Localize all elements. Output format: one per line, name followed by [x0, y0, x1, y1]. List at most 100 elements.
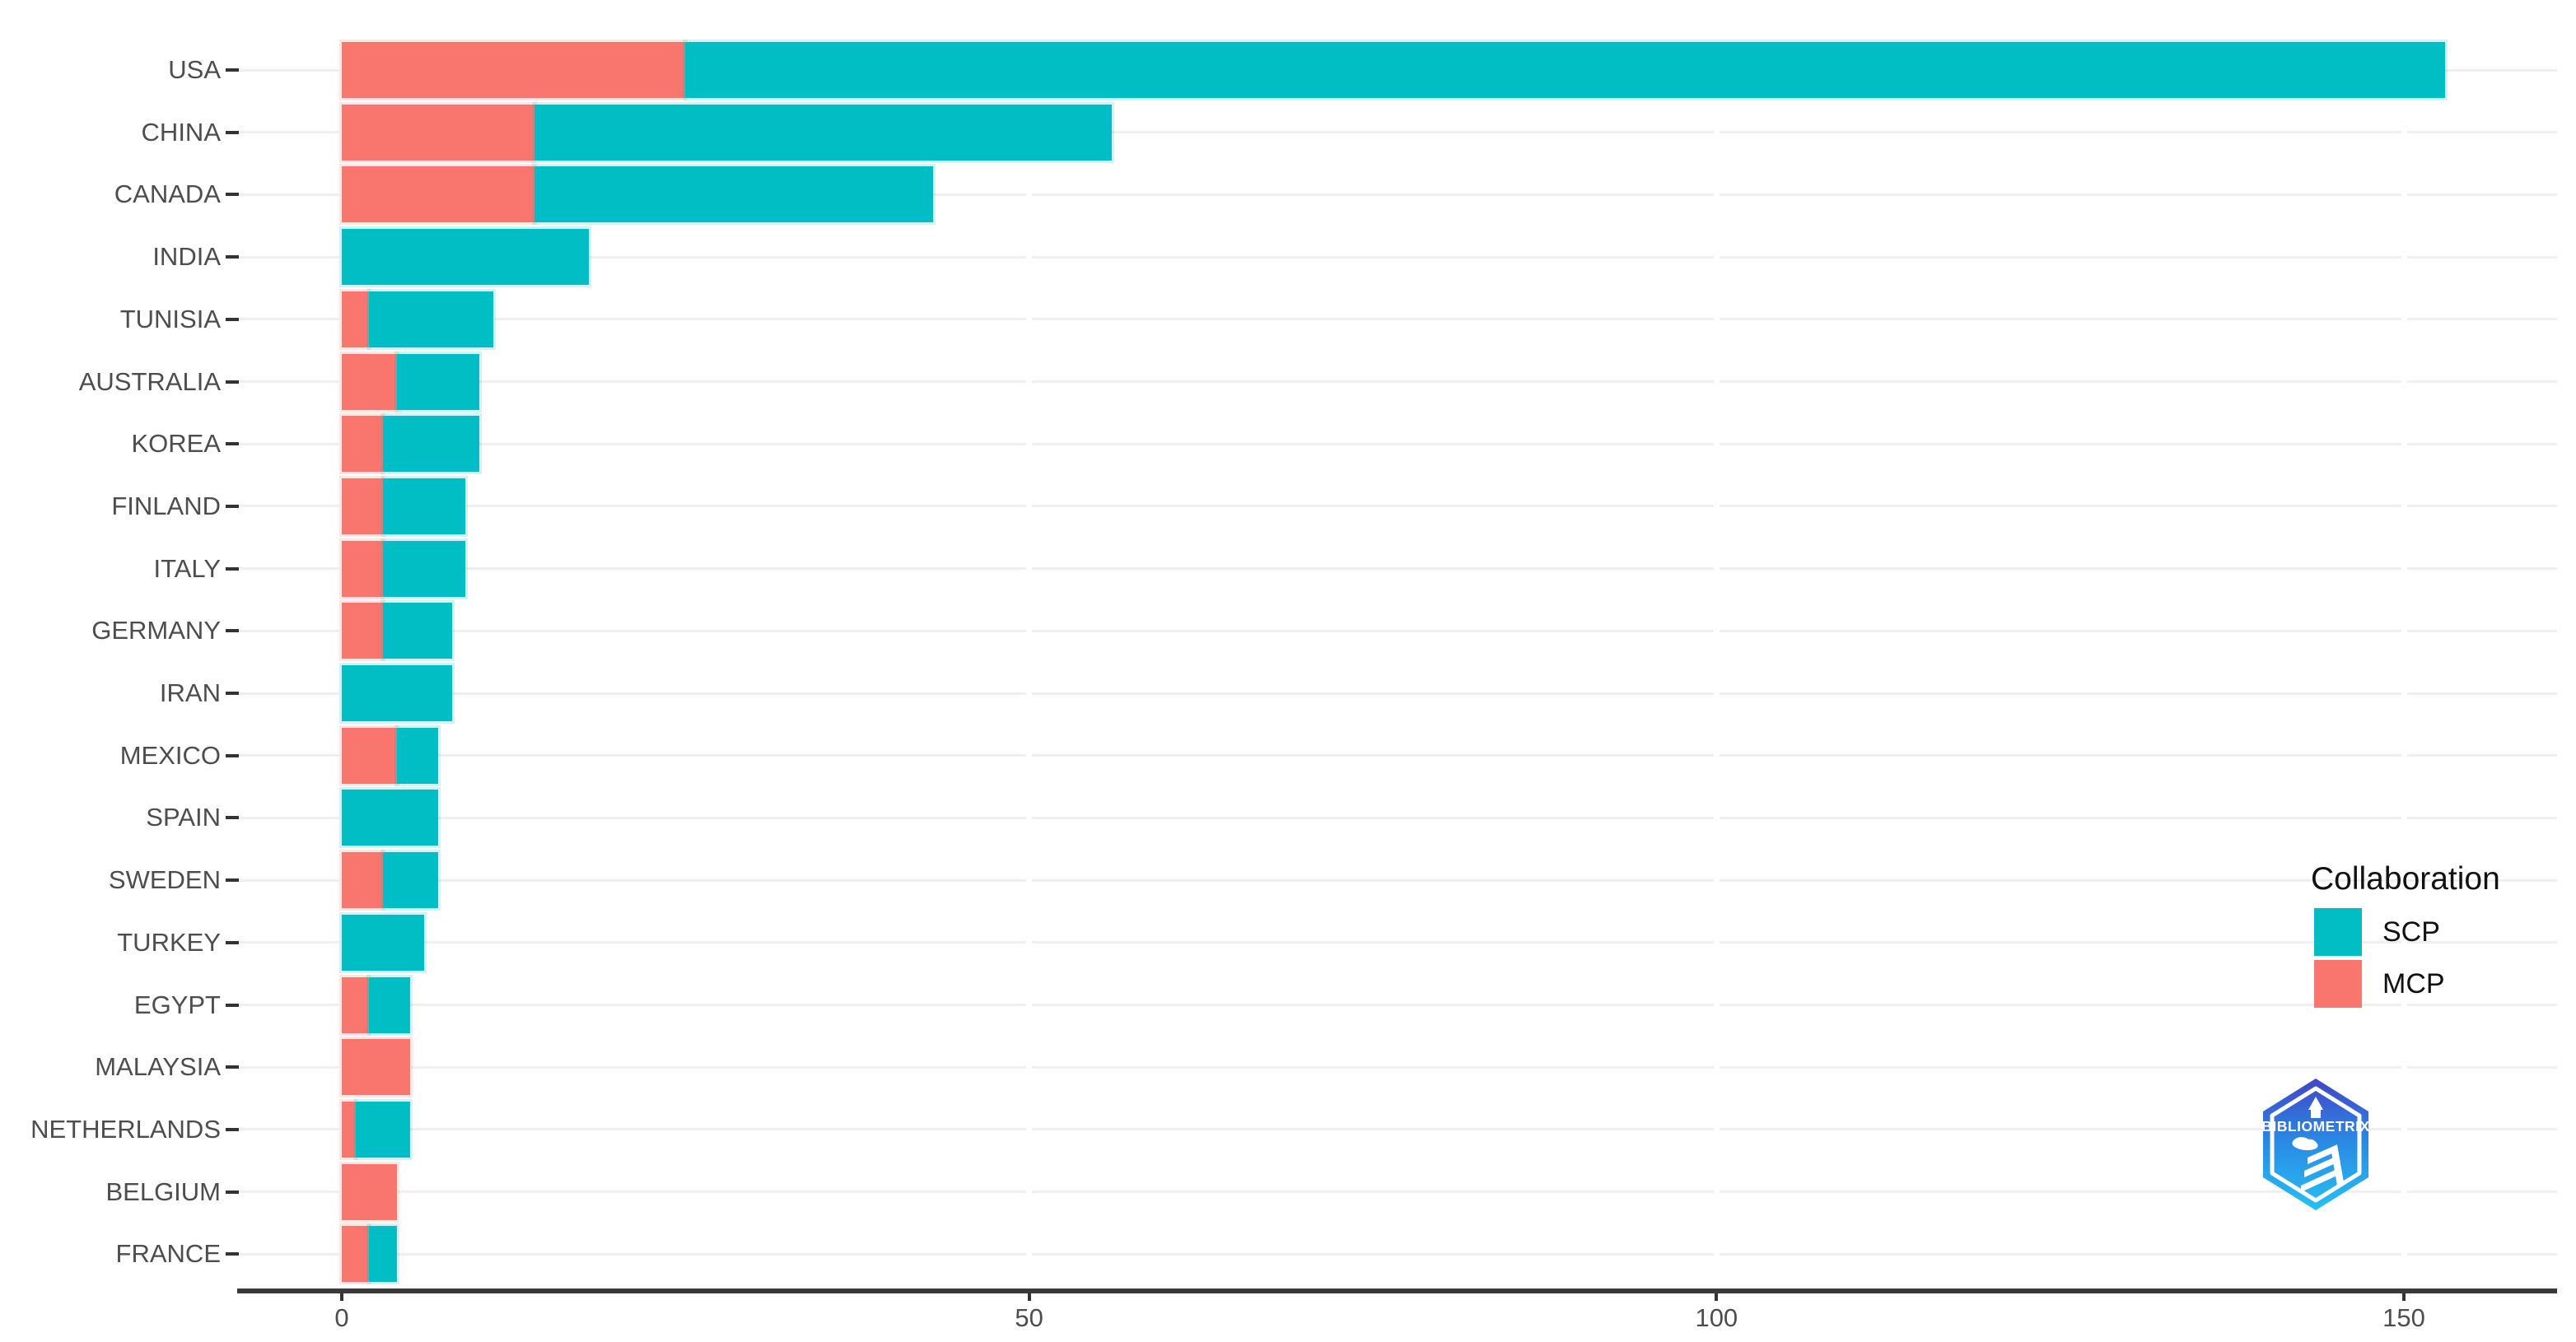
bar-segment-scp-india: [342, 229, 590, 286]
y-axis-label: CANADA: [114, 179, 221, 209]
bar-segment-mcp-sweden: [342, 852, 384, 909]
legend-label-mcp: MCP: [2382, 968, 2445, 1000]
x-axis-tick-label: 50: [1015, 1303, 1043, 1332]
y-axis-tick: [226, 940, 239, 944]
gridline-row: [237, 1128, 2557, 1131]
x-axis-tick: [1715, 1293, 1719, 1301]
gridline-row: [237, 1252, 2557, 1256]
x-axis-tick-label: 100: [1695, 1303, 1738, 1332]
y-axis-tick: [226, 317, 239, 321]
y-axis-label: NETHERLANDS: [30, 1114, 221, 1144]
bar-segment-mcp-netherlands: [342, 1101, 356, 1158]
legend-label-scp: SCP: [2382, 916, 2440, 948]
bar-segment-scp-netherlands: [355, 1101, 411, 1158]
y-axis-label: USA: [168, 55, 221, 84]
y-axis-label: IRAN: [159, 678, 221, 707]
bar-segment-mcp-canada: [342, 166, 534, 223]
gridline-vertical: [1713, 16, 1720, 1288]
gridline-row: [237, 193, 2557, 196]
y-axis-tick: [226, 193, 239, 197]
bar-segment-mcp-italy: [342, 540, 384, 597]
x-axis-tick: [1027, 1293, 1031, 1301]
y-axis-tick: [226, 442, 239, 446]
bar-segment-mcp-egypt: [342, 976, 370, 1033]
gridline-row: [237, 816, 2557, 819]
y-axis-tick: [226, 68, 239, 72]
gridline-row: [237, 1065, 2557, 1069]
y-axis-tick: [226, 1252, 239, 1256]
y-axis-tick: [226, 692, 239, 695]
gridline-row: [237, 380, 2557, 383]
gridline-row: [237, 131, 2557, 134]
gridline-row: [237, 255, 2557, 259]
x-axis-tick-label: 150: [2382, 1303, 2425, 1332]
y-axis-tick: [226, 1190, 239, 1194]
bar-segment-scp-finland: [383, 478, 466, 534]
x-axis-tick: [340, 1293, 343, 1301]
y-axis-tick: [226, 878, 239, 883]
gridline-row: [237, 629, 2557, 632]
y-axis-tick: [226, 130, 239, 134]
bar-segment-mcp-france: [342, 1226, 370, 1283]
bar-segment-scp-iran: [342, 665, 452, 721]
y-axis-tick: [226, 566, 239, 571]
bar-segment-mcp-belgium: [342, 1163, 397, 1220]
y-axis-label: CHINA: [141, 117, 221, 147]
gridline-vertical: [1026, 16, 1033, 1288]
y-axis-tick: [226, 629, 239, 633]
y-axis-tick: [226, 1003, 239, 1007]
x-axis-line: [237, 1288, 2557, 1293]
svg-text:BIBLIOMETRIX: BIBLIOMETRIX: [2261, 1118, 2369, 1135]
bar-segment-scp-sweden: [383, 852, 438, 909]
bar-segment-mcp-mexico: [342, 727, 397, 784]
legend-swatch-mcp: [2314, 960, 2362, 1008]
legend-title: Collaboration: [2311, 861, 2500, 897]
bar-segment-scp-canada: [534, 166, 933, 223]
gridline-row: [237, 1191, 2557, 1194]
y-axis-label: INDIA: [152, 242, 221, 272]
y-axis-label: MEXICO: [119, 740, 221, 770]
y-axis-tick: [226, 255, 239, 259]
y-axis-label: KOREA: [131, 429, 221, 459]
bibliometrix-logo: BIBLIOMETRIX: [2258, 1077, 2373, 1216]
gridline-row: [237, 505, 2557, 508]
gridline-row: [237, 878, 2557, 882]
x-axis-tick-label: 0: [334, 1303, 349, 1332]
gridline-vertical: [2401, 16, 2407, 1288]
bar-segment-scp-egypt: [369, 976, 411, 1033]
y-axis-tick: [226, 380, 239, 384]
gridline-row: [237, 442, 2557, 445]
y-axis-label: AUSTRALIA: [78, 366, 221, 396]
bar-segment-scp-usa: [685, 42, 2446, 98]
y-axis-label: MALAYSIA: [95, 1052, 221, 1082]
bar-segment-mcp-malaysia: [342, 1039, 411, 1096]
y-axis-label: EGYPT: [133, 990, 221, 1019]
bar-segment-mcp-china: [342, 104, 534, 161]
x-axis-tick: [2402, 1293, 2406, 1301]
y-axis-label: FRANCE: [115, 1239, 221, 1269]
y-axis-label: ITALY: [153, 553, 221, 583]
bar-segment-mcp-usa: [342, 42, 686, 98]
bar-segment-scp-germany: [383, 603, 452, 659]
y-axis-label: SPAIN: [146, 803, 221, 832]
bibliometrix-logo-icon: BIBLIOMETRIX: [2261, 1079, 2369, 1210]
y-axis-tick: [226, 504, 239, 508]
bar-segment-scp-china: [534, 104, 1112, 161]
gridline-row: [237, 941, 2557, 944]
bar-segment-scp-australia: [396, 353, 479, 410]
bar-segment-scp-turkey: [342, 914, 425, 971]
gridline-row: [237, 567, 2557, 571]
y-axis-label: FINLAND: [111, 491, 221, 520]
bar-segment-mcp-tunisia: [342, 291, 370, 347]
y-axis-label: TUNISIA: [119, 304, 221, 333]
y-axis-tick: [226, 1127, 239, 1131]
y-axis-tick: [226, 753, 239, 757]
bar-segment-mcp-finland: [342, 478, 384, 534]
y-axis-tick: [226, 816, 239, 820]
y-axis-tick: [226, 1065, 239, 1069]
gridline-row: [237, 754, 2557, 757]
bar-segment-scp-italy: [383, 540, 466, 597]
bar-segment-scp-tunisia: [369, 291, 493, 347]
bar-segment-scp-korea: [383, 416, 479, 473]
